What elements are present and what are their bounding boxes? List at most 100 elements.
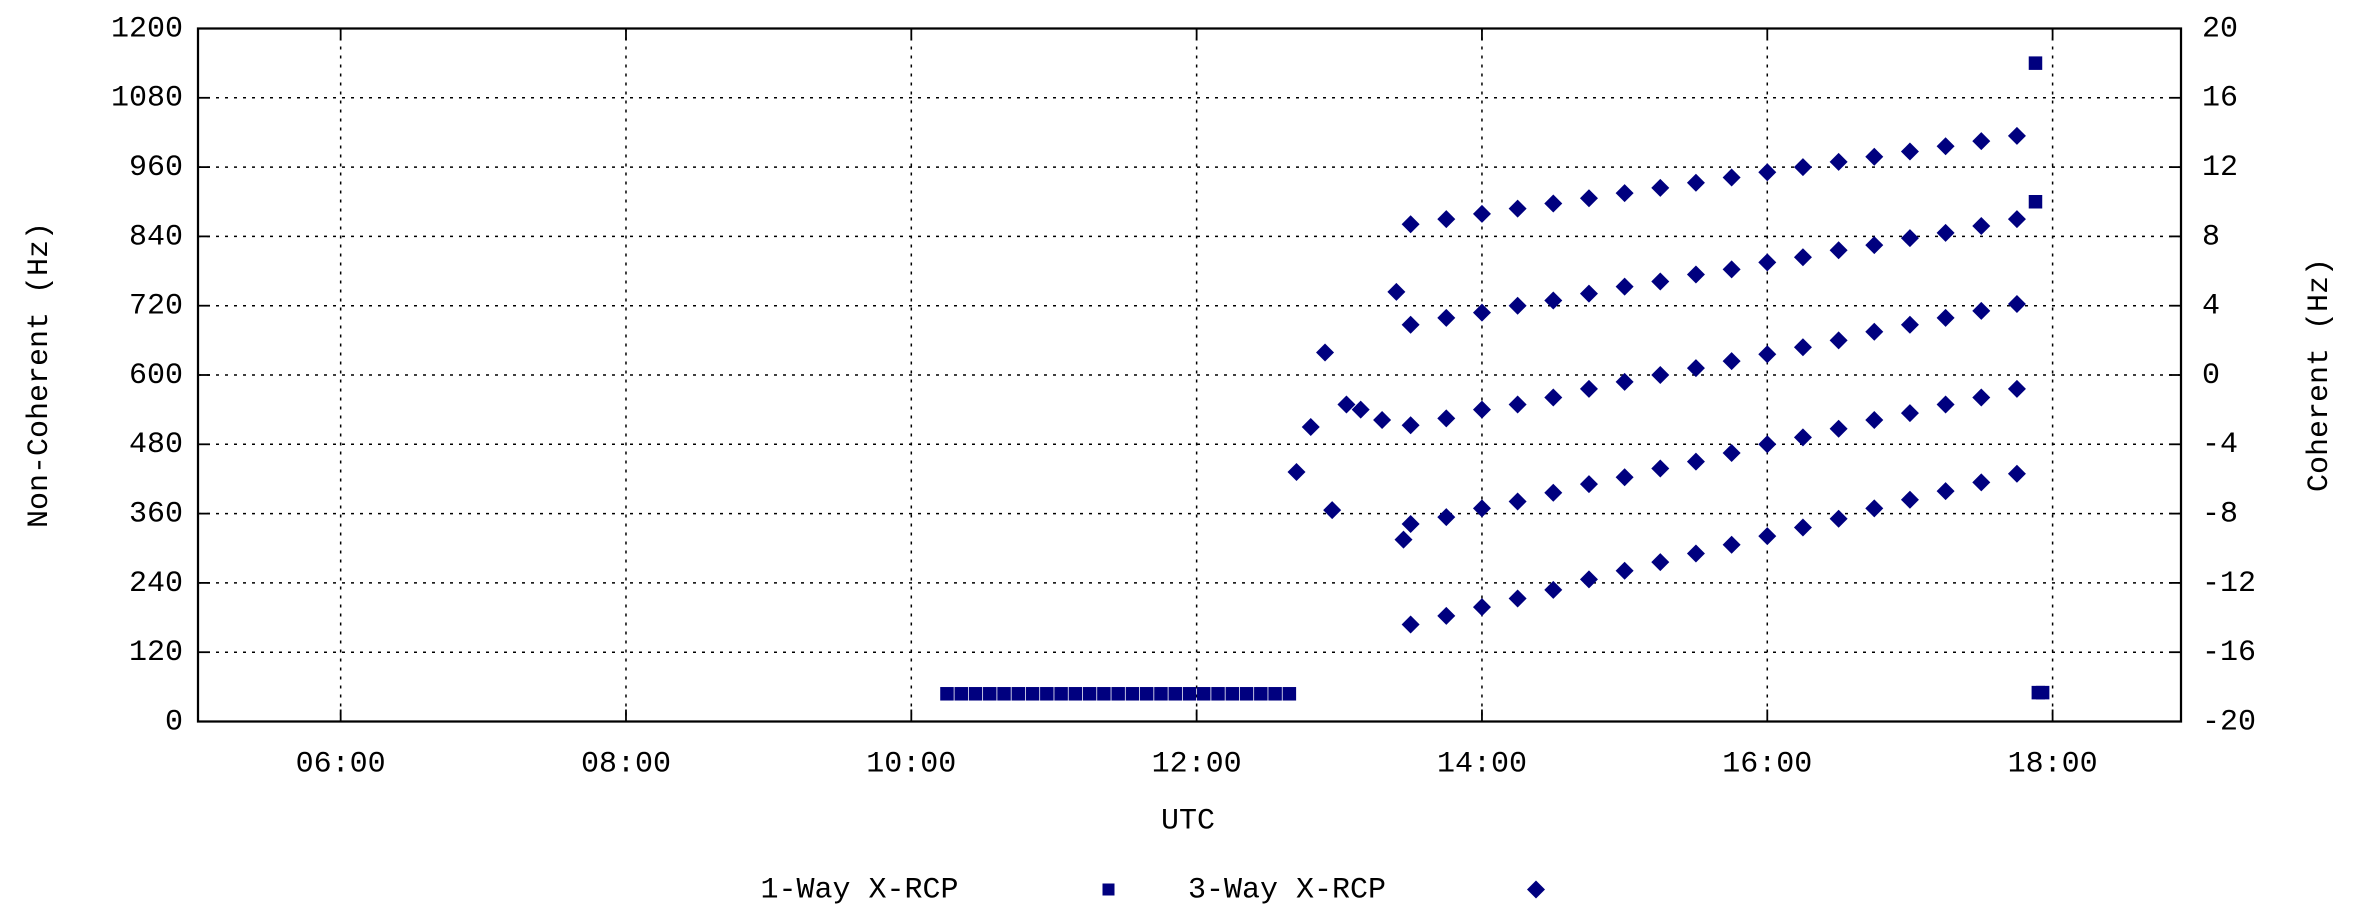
point (1337, 395, 1356, 414)
point (1082, 687, 1097, 701)
point (1579, 475, 1598, 494)
point (968, 687, 983, 701)
point (1472, 400, 1491, 419)
point (1758, 253, 1777, 272)
point (1686, 265, 1705, 284)
legend-label: 1-Way X-RCP (761, 873, 959, 907)
point (1900, 229, 1919, 248)
point (1686, 544, 1705, 563)
point (1437, 508, 1456, 527)
point (1793, 428, 1812, 447)
x-tick-label: 14:00 (1437, 747, 1527, 781)
point (1011, 687, 1026, 701)
y2-tick-label: 4 (2202, 290, 2220, 324)
point (2007, 294, 2026, 313)
point (983, 687, 997, 701)
point (1722, 535, 1741, 554)
point (2007, 464, 2026, 483)
point (1472, 499, 1491, 518)
point (1865, 411, 1884, 430)
point (1287, 463, 1306, 482)
y-tick-label: 720 (129, 290, 183, 324)
y-tick-label: 0 (165, 705, 183, 739)
legend-marker (1527, 880, 1545, 899)
point (1615, 468, 1634, 487)
point (1125, 687, 1140, 701)
y-tick-label: 1080 (111, 82, 183, 116)
point (1068, 687, 1083, 701)
point (1793, 248, 1812, 267)
point (1865, 322, 1884, 341)
point (1472, 204, 1491, 223)
point (2028, 195, 2043, 209)
point (1544, 388, 1563, 407)
y2-tick-label: -16 (2202, 636, 2256, 670)
point (1268, 687, 1282, 701)
point (1722, 168, 1741, 187)
y2-tick-label: -4 (2202, 428, 2238, 462)
legend-marker (1102, 883, 1115, 896)
y2-tick-label: -8 (2202, 498, 2238, 532)
point (1793, 338, 1812, 357)
point (1793, 518, 1812, 537)
point (1865, 499, 1884, 518)
point (1437, 210, 1456, 229)
point (1437, 606, 1456, 625)
y-tick-label: 360 (129, 498, 183, 532)
point (954, 687, 968, 701)
point (1054, 687, 1068, 701)
point (1472, 598, 1491, 617)
y-axis-label: Non-Coherent (Hz) (23, 222, 57, 528)
point (1615, 372, 1634, 391)
y2-tick-label: 0 (2202, 359, 2220, 393)
point (2028, 56, 2043, 70)
y-tick-label: 960 (129, 151, 183, 185)
point (1111, 687, 1125, 701)
x-tick-label: 08:00 (581, 747, 671, 781)
point (1225, 687, 1240, 701)
y-tick-label: 600 (129, 359, 183, 393)
y-tick-label: 120 (129, 636, 183, 670)
point (1900, 490, 1919, 509)
point (1254, 687, 1268, 701)
point (1651, 553, 1670, 572)
point (2035, 685, 2050, 700)
y2-tick-label: -20 (2202, 705, 2256, 739)
y2-tick-label: 12 (2202, 151, 2238, 185)
point (2007, 379, 2026, 398)
point (1722, 443, 1741, 462)
point (1437, 409, 1456, 428)
point (1793, 158, 1812, 177)
y2-axis-label: Coherent (Hz) (2303, 258, 2337, 492)
point (1722, 352, 1741, 371)
point (1239, 687, 1254, 701)
point (1900, 142, 1919, 161)
point (1615, 184, 1634, 203)
x-tick-label: 18:00 (2008, 747, 2098, 781)
point (1168, 687, 1182, 701)
point (1686, 452, 1705, 471)
point (1829, 509, 1848, 528)
point (1615, 277, 1634, 296)
point (1865, 147, 1884, 166)
point (1758, 163, 1777, 182)
point (1508, 395, 1527, 414)
point (1758, 435, 1777, 454)
x-axis-label: UTC (1161, 804, 1215, 838)
point (1508, 589, 1527, 608)
point (1154, 687, 1168, 701)
x-tick-label: 06:00 (296, 747, 386, 781)
point (997, 687, 1011, 701)
point (1401, 315, 1420, 334)
point (1900, 315, 1919, 334)
point (1936, 308, 1955, 327)
y2-tick-label: 16 (2202, 82, 2238, 116)
point (1686, 173, 1705, 192)
point (1758, 345, 1777, 364)
point (1097, 687, 1111, 701)
point (1579, 379, 1598, 398)
point (1972, 217, 1991, 236)
point (1197, 687, 1211, 701)
